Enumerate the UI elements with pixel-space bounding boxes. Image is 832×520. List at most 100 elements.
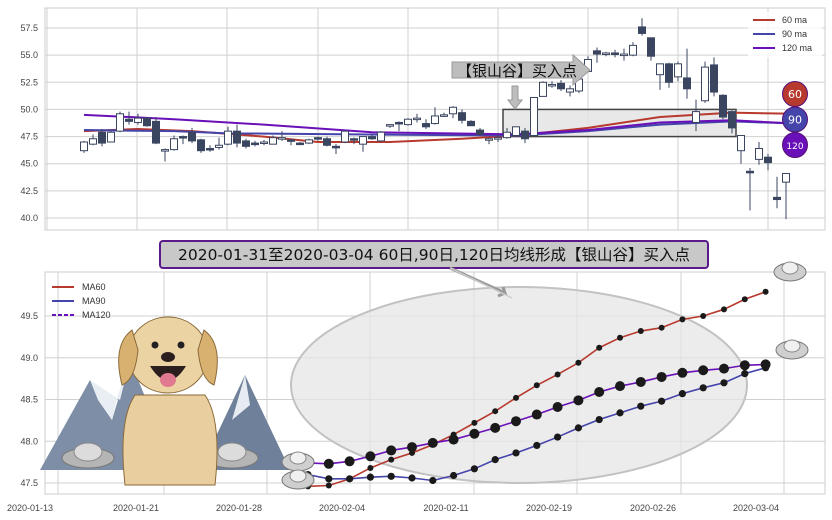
- ma-badge-label: 90: [788, 114, 802, 127]
- candle-body: [413, 117, 421, 121]
- data-point: [741, 370, 749, 378]
- data-point: [344, 456, 355, 467]
- candle: [476, 127, 484, 136]
- data-point: [573, 395, 584, 406]
- candle: [233, 124, 241, 148]
- candle-body: [674, 63, 682, 78]
- ma-badge-label: 120: [786, 142, 803, 152]
- dog-ear-right: [197, 329, 218, 386]
- candle-body: [512, 126, 520, 136]
- candle-body: [332, 145, 340, 149]
- candle-body: [593, 50, 601, 55]
- candle-body: [377, 131, 385, 142]
- candle-body: [638, 26, 646, 34]
- candle-body: [89, 138, 97, 145]
- y-tick-label: 52.5: [20, 77, 38, 87]
- candle-body: [710, 64, 718, 93]
- data-point: [637, 402, 645, 410]
- candle: [323, 136, 331, 147]
- data-point: [741, 296, 748, 303]
- candle: [629, 42, 637, 57]
- candle: [467, 120, 475, 127]
- candle-body: [152, 120, 160, 144]
- candle: [782, 172, 790, 220]
- candle-body: [134, 117, 142, 123]
- data-point: [677, 367, 688, 378]
- candle-body: [773, 196, 781, 201]
- candle: [638, 18, 646, 36]
- candle: [251, 140, 259, 147]
- data-point: [491, 456, 499, 464]
- candle-body: [107, 131, 115, 143]
- data-point: [719, 363, 729, 374]
- data-point: [386, 445, 397, 456]
- data-point: [698, 365, 709, 376]
- candle-body: [179, 136, 187, 139]
- candle: [449, 106, 457, 119]
- ma-badge-label: 60: [788, 88, 802, 101]
- data-point: [721, 306, 727, 313]
- candle: [602, 51, 610, 57]
- candle: [413, 113, 421, 123]
- legend-label: MA120: [82, 310, 111, 320]
- data-point: [617, 334, 623, 341]
- candle: [764, 153, 772, 171]
- data-point: [511, 416, 521, 427]
- candle-body: [314, 137, 322, 140]
- legend-label: 60 ma: [782, 15, 807, 25]
- y-tick-label: 55.0: [20, 50, 38, 60]
- legend-label: 120 ma: [782, 43, 812, 53]
- candle-body: [764, 156, 772, 164]
- data-point: [470, 465, 478, 473]
- candle: [89, 134, 97, 146]
- data-point: [635, 376, 646, 387]
- candle-body: [440, 114, 448, 117]
- legend-label: MA90: [82, 296, 106, 306]
- candle-body: [656, 63, 664, 76]
- data-point: [388, 456, 395, 463]
- candle-body: [566, 88, 574, 93]
- y-tick-label: 47.5: [20, 478, 38, 488]
- y-tick-label: 48.5: [20, 395, 38, 405]
- candle: [593, 47, 601, 63]
- y-tick-label: 49.0: [20, 353, 38, 363]
- data-point: [554, 371, 561, 378]
- candlestick-chart: 40.0 42.5 45.0 47.5 50.0 52.5 55.0 57.5 【银山谷】买入…: [20, 7, 826, 231]
- candle: [98, 128, 106, 147]
- data-point: [720, 379, 728, 387]
- dog-body: [122, 394, 218, 486]
- candle: [566, 85, 574, 97]
- data-point: [346, 475, 354, 483]
- candle-body: [215, 144, 223, 148]
- ingot-top: [781, 261, 799, 275]
- candle-body: [278, 137, 286, 140]
- x-tick-label: 2020-02-19: [526, 503, 572, 513]
- data-point: [595, 415, 603, 424]
- candle: [341, 130, 349, 144]
- candle: [503, 127, 511, 139]
- data-point: [429, 476, 437, 485]
- y-tick-label: 47.5: [20, 132, 38, 142]
- candle-body: [602, 52, 610, 55]
- candle: [611, 49, 619, 58]
- dog-ear-left: [118, 329, 139, 386]
- x-tick-label: 2020-02-04: [319, 503, 365, 513]
- data-point: [658, 324, 665, 331]
- top-legend: 60 ma 90 ma 120 ma: [748, 12, 822, 58]
- candle: [557, 80, 565, 91]
- x-tick-label: 2020-02-26: [630, 503, 676, 513]
- data-point: [596, 344, 603, 351]
- candle-body: [359, 136, 367, 145]
- ingot-icons: [281, 261, 809, 490]
- candle-body: [521, 130, 529, 140]
- y-tick-label: 45.0: [20, 159, 38, 169]
- data-point: [575, 359, 582, 366]
- candle: [179, 135, 187, 145]
- candle-body: [557, 82, 565, 90]
- candle-body: [296, 142, 304, 146]
- candle-body: [728, 111, 736, 129]
- candle: [656, 63, 664, 90]
- ingot-top: [289, 469, 307, 483]
- data-point: [700, 313, 707, 319]
- candle: [269, 135, 277, 145]
